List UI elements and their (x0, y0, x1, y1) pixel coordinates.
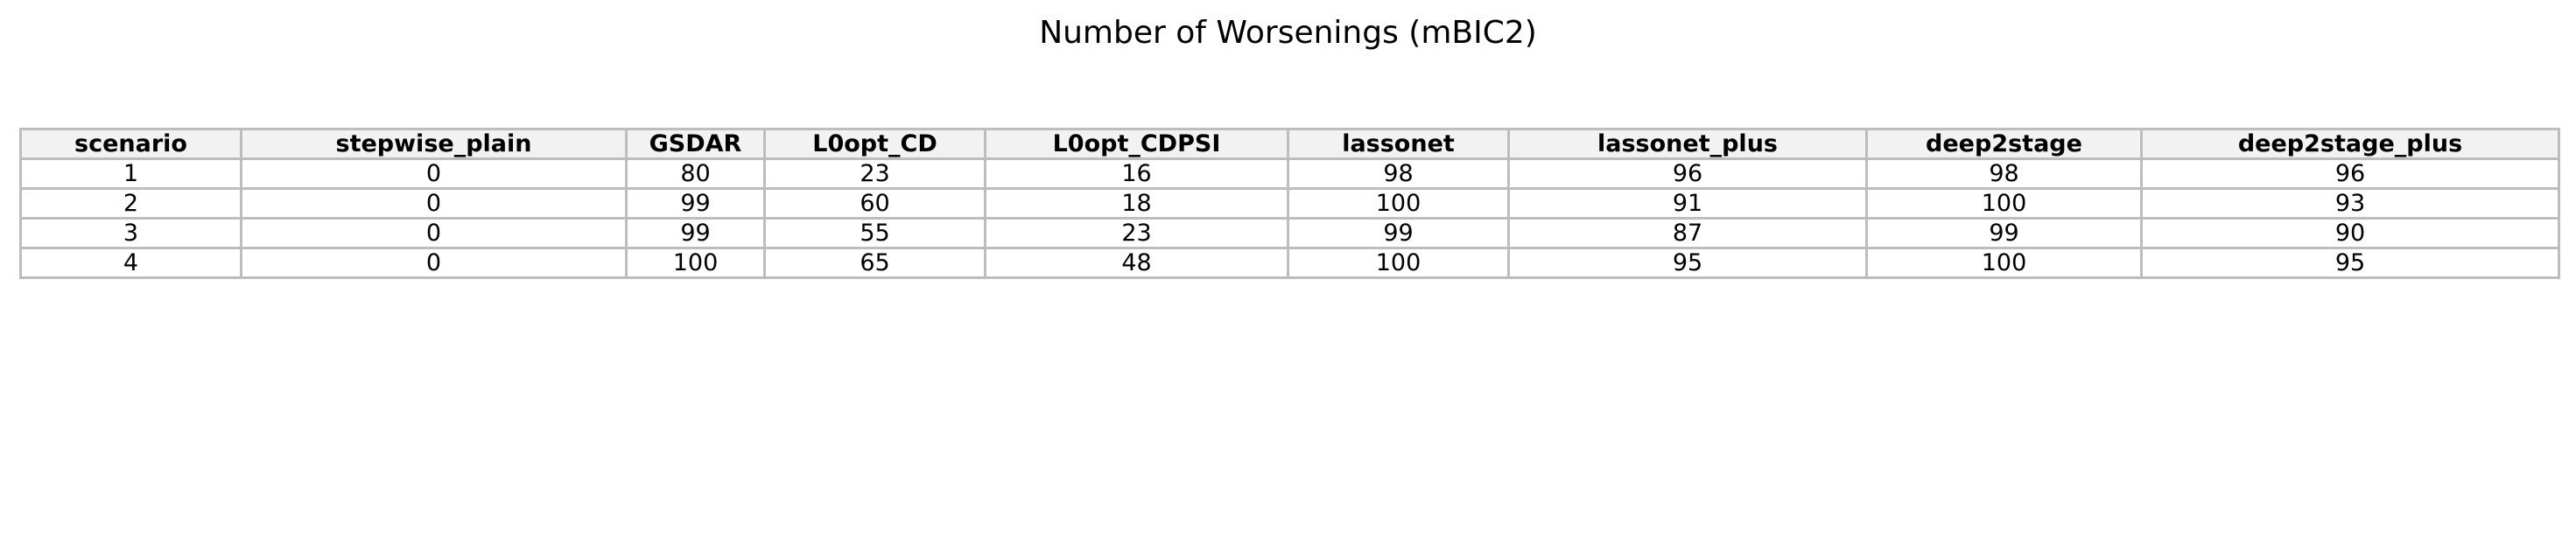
table-cell: 0 (240, 247, 628, 279)
table-cell: 100 (625, 247, 766, 279)
table-cell: 93 (2140, 187, 2560, 220)
table-cell: 91 (1507, 187, 1868, 220)
table-cell: 23 (763, 157, 986, 190)
column-header-lassonet-plus: lassonet_plus (1507, 128, 1868, 160)
table-cell: 95 (2140, 247, 2560, 279)
column-header-l0opt-cd: L0opt_CD (763, 128, 986, 160)
table-cell: 100 (1865, 247, 2143, 279)
table-cell: 65 (763, 247, 986, 279)
table-row: 1 0 80 23 16 98 96 98 96 (19, 157, 2560, 190)
table-row: 3 0 99 55 23 99 87 99 90 (19, 217, 2560, 249)
table-cell: 96 (1507, 157, 1868, 190)
table-cell: 99 (1865, 217, 2143, 249)
table-cell: 95 (1507, 247, 1868, 279)
table-cell: 99 (625, 187, 766, 220)
column-header-deep2stage-plus: deep2stage_plus (2140, 128, 2560, 160)
table-cell: 96 (2140, 157, 2560, 190)
table-cell: 99 (625, 217, 766, 249)
table-cell: 90 (2140, 217, 2560, 249)
table-cell: 2 (19, 187, 242, 220)
column-header-lassonet: lassonet (1287, 128, 1510, 160)
table-cell: 16 (984, 157, 1289, 190)
column-header-deep2stage: deep2stage (1865, 128, 2143, 160)
table-cell: 98 (1287, 157, 1510, 190)
table-cell: 18 (984, 187, 1289, 220)
table-cell: 87 (1507, 217, 1868, 249)
table-cell: 48 (984, 247, 1289, 279)
table-cell: 60 (763, 187, 986, 220)
table-cell: 99 (1287, 217, 1510, 249)
chart-title: Number of Worsenings (mBIC2) (1039, 15, 1537, 51)
table-cell: 23 (984, 217, 1289, 249)
table-cell: 0 (240, 187, 628, 220)
header-row: scenario stepwise_plain GSDAR L0opt_CD L… (19, 128, 2560, 160)
table-cell: 100 (1865, 187, 2143, 220)
results-table-container: scenario stepwise_plain GSDAR L0opt_CD L… (19, 128, 2560, 279)
table-cell: 80 (625, 157, 766, 190)
table-cell: 100 (1287, 247, 1510, 279)
table-cell: 4 (19, 247, 242, 279)
results-table: scenario stepwise_plain GSDAR L0opt_CD L… (19, 128, 2560, 279)
table-cell: 100 (1287, 187, 1510, 220)
table-row: 4 0 100 65 48 100 95 100 95 (19, 247, 2560, 279)
table-cell: 0 (240, 217, 628, 249)
column-header-scenario: scenario (19, 128, 242, 160)
table-cell: 3 (19, 217, 242, 249)
table-cell: 55 (763, 217, 986, 249)
table-cell: 0 (240, 157, 628, 190)
column-header-gsdar: GSDAR (625, 128, 766, 160)
column-header-stepwise-plain: stepwise_plain (240, 128, 628, 160)
table-cell: 1 (19, 157, 242, 190)
table-row: 2 0 99 60 18 100 91 100 93 (19, 187, 2560, 220)
column-header-l0opt-cdpsi: L0opt_CDPSI (984, 128, 1289, 160)
table-cell: 98 (1865, 157, 2143, 190)
